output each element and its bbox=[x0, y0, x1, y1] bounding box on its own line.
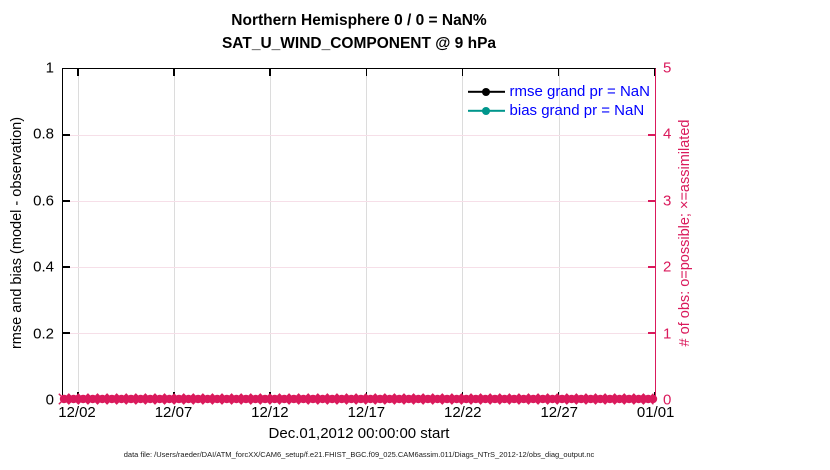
vertical-gridline bbox=[270, 69, 272, 399]
right-y-tick-label: 2 bbox=[663, 258, 672, 276]
vertical-gridline bbox=[366, 69, 368, 399]
left-y-tick-label: 0 bbox=[45, 391, 54, 409]
top-x-tick bbox=[461, 69, 464, 76]
legend-line-marker-icon bbox=[467, 106, 505, 115]
right-y-tick bbox=[648, 134, 655, 136]
legend: rmse grand pr = NaN bias grand pr = NaN bbox=[467, 82, 650, 120]
chart-title-block: Northern Hemisphere 0 / 0 = NaN% SAT_U_W… bbox=[62, 9, 656, 55]
right-y-tick bbox=[648, 200, 655, 202]
vertical-gridline bbox=[462, 69, 464, 399]
x-tick-label: 12/27 bbox=[540, 404, 579, 421]
chart-title: Northern Hemisphere 0 / 0 = NaN% bbox=[231, 12, 487, 29]
chart-subtitle: SAT_U_WIND_COMPONENT @ 9 hPa bbox=[221, 35, 497, 52]
x-tick-labels: 12/02 12/07 12/12 12/17 12/22 12/27 01/01 bbox=[58, 404, 674, 422]
horizontal-gridline bbox=[63, 201, 655, 202]
x-tick-label: 12/02 bbox=[58, 404, 96, 421]
right-y-tick-label: 1 bbox=[663, 325, 672, 343]
x-tick-label: 12/07 bbox=[154, 404, 193, 421]
top-x-tick bbox=[77, 69, 79, 76]
top-x-tick bbox=[269, 69, 271, 76]
legend-label: rmse grand pr = NaN bbox=[509, 83, 650, 100]
right-y-tick-label: 0 bbox=[663, 391, 672, 409]
left-y-tick-label: 0.2 bbox=[33, 325, 54, 343]
x-tick-label: 01/01 bbox=[636, 404, 675, 421]
legend-item: bias grand pr = NaN bbox=[467, 101, 650, 120]
obs-marker-band bbox=[58, 392, 658, 405]
left-y-tick-label: 0.4 bbox=[33, 258, 54, 276]
plot-area: rmse grand pr = NaN bias grand pr = NaN bbox=[58, 68, 658, 405]
right-y-tick bbox=[648, 332, 655, 334]
right-y-tick-label: 3 bbox=[663, 192, 672, 210]
left-y-tick bbox=[63, 266, 70, 268]
x-tick-label: 12/17 bbox=[347, 404, 386, 421]
right-y-tick-label: 5 bbox=[663, 59, 672, 77]
legend-item: rmse grand pr = NaN bbox=[467, 82, 650, 101]
left-y-tick bbox=[63, 200, 70, 202]
x-axis-label: Dec.01,2012 00:00:00 start bbox=[268, 425, 450, 442]
right-y-axis-label: # of obs: o=possible; ×=assimilated bbox=[677, 119, 693, 347]
top-x-tick bbox=[365, 69, 368, 76]
legend-label: bias grand pr = NaN bbox=[509, 102, 645, 119]
top-x-tick bbox=[653, 69, 656, 76]
top-x-tick bbox=[173, 69, 175, 76]
horizontal-gridline bbox=[63, 267, 655, 268]
x-tick-label: 12/12 bbox=[251, 404, 289, 421]
right-y-tick-labels: 5 4 3 2 1 0 bbox=[663, 60, 703, 409]
legend-line-marker-icon bbox=[467, 87, 505, 96]
horizontal-gridline bbox=[63, 135, 655, 136]
left-y-tick-label: 0.6 bbox=[33, 192, 54, 210]
right-y-tick-label: 4 bbox=[663, 125, 672, 143]
left-y-tick-label: 0.8 bbox=[33, 125, 54, 143]
vertical-gridline bbox=[77, 69, 79, 399]
top-x-tick bbox=[557, 69, 560, 76]
right-y-tick bbox=[648, 266, 655, 268]
vertical-gridline bbox=[558, 69, 560, 399]
x-tick-label: 12/22 bbox=[443, 404, 482, 421]
footer-datafile: data file: /Users/raeder/DAI/ATM_forcXX/… bbox=[123, 450, 595, 459]
horizontal-gridline bbox=[63, 333, 655, 334]
left-y-tick bbox=[63, 332, 70, 334]
vertical-gridline bbox=[174, 69, 176, 399]
left-y-tick bbox=[63, 134, 70, 136]
left-y-tick-labels: 1 0.8 0.6 0.4 0.2 0 bbox=[0, 60, 54, 409]
left-y-tick-label: 1 bbox=[45, 59, 54, 77]
